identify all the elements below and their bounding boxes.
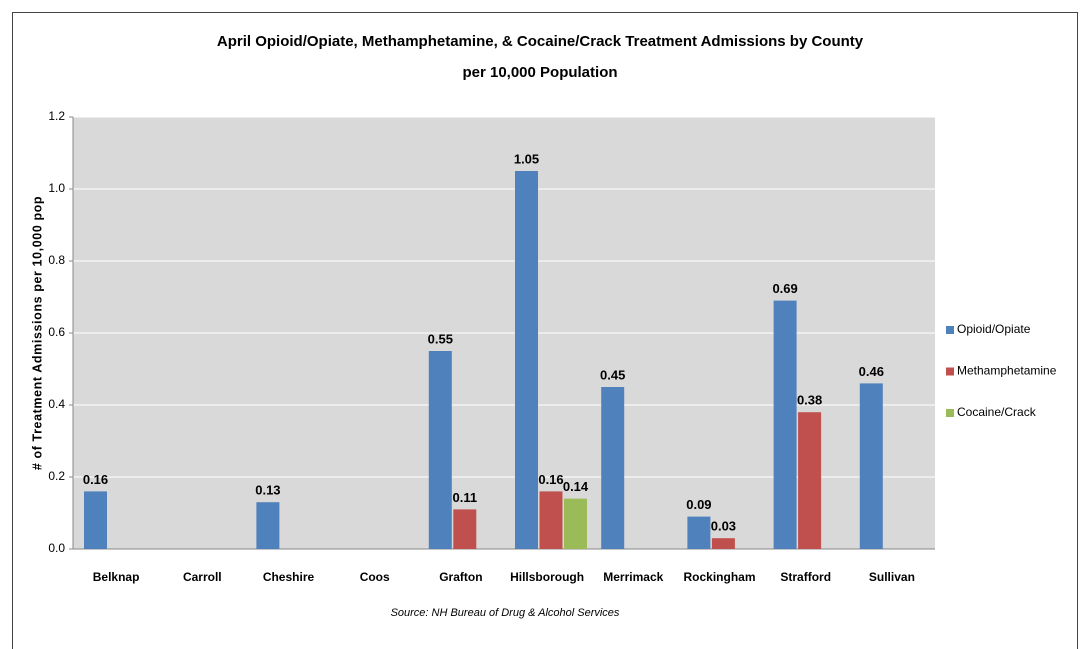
y-tick-label: 0.2 <box>48 469 65 483</box>
chart-subtitle: per 10,000 Population <box>462 64 617 81</box>
value-label: 0.69 <box>772 281 797 296</box>
x-tick-label: Cheshire <box>263 570 315 584</box>
value-label: 0.16 <box>538 472 563 487</box>
y-tick-label: 1.2 <box>48 109 65 123</box>
value-label: 0.55 <box>428 331 453 346</box>
x-tick-label: Coos <box>360 570 390 584</box>
bar <box>798 412 822 549</box>
legend-swatch <box>946 326 954 334</box>
bar <box>601 387 625 549</box>
x-tick-label: Strafford <box>780 570 831 584</box>
y-tick-label: 0.8 <box>48 253 65 267</box>
legend-label: Opioid/Opiate <box>957 322 1031 336</box>
bar <box>428 351 452 549</box>
value-label: 0.14 <box>563 479 589 494</box>
bar <box>711 538 735 549</box>
chart-title: April Opioid/Opiate, Methamphetamine, & … <box>217 33 864 50</box>
legend-label: Cocaine/Crack <box>957 405 1037 419</box>
bar <box>859 383 883 549</box>
x-tick-label: Hillsborough <box>510 570 584 584</box>
value-label: 0.13 <box>255 483 280 498</box>
bar <box>453 509 477 549</box>
value-label: 0.09 <box>686 497 711 512</box>
value-label: 0.03 <box>711 519 736 534</box>
value-label: 0.11 <box>453 490 478 505</box>
y-axis-label: # of Treatment Admissions per 10,000 pop <box>30 196 44 470</box>
x-tick-label: Merrimack <box>603 570 663 584</box>
x-tick-label: Sullivan <box>869 570 915 584</box>
y-tick-label: 0.6 <box>48 325 65 339</box>
legend-swatch <box>946 409 954 417</box>
x-tick-label: Belknap <box>93 570 140 584</box>
legend-swatch <box>946 367 954 376</box>
value-label: 0.46 <box>859 364 884 379</box>
value-label: 1.05 <box>514 151 539 166</box>
y-tick-label: 0.0 <box>48 541 65 555</box>
value-label: 0.45 <box>600 367 625 382</box>
y-tick-label: 1.0 <box>48 181 65 195</box>
bar <box>564 498 587 549</box>
value-label: 0.38 <box>797 393 822 408</box>
bar <box>256 502 280 549</box>
legend-label: Methamphetamine <box>957 364 1057 378</box>
value-label: 0.16 <box>83 472 108 487</box>
x-tick-label: Grafton <box>439 570 482 584</box>
bar <box>773 300 797 549</box>
bar <box>687 516 711 549</box>
x-tick-label: Carroll <box>183 570 222 584</box>
x-tick-label: Rockingham <box>683 570 755 584</box>
bar <box>539 491 563 549</box>
bar <box>84 491 107 549</box>
source: Source: NH Bureau of Drug & Alcohol Serv… <box>391 607 620 619</box>
y-tick-label: 0.4 <box>48 397 65 411</box>
bar <box>515 171 538 549</box>
